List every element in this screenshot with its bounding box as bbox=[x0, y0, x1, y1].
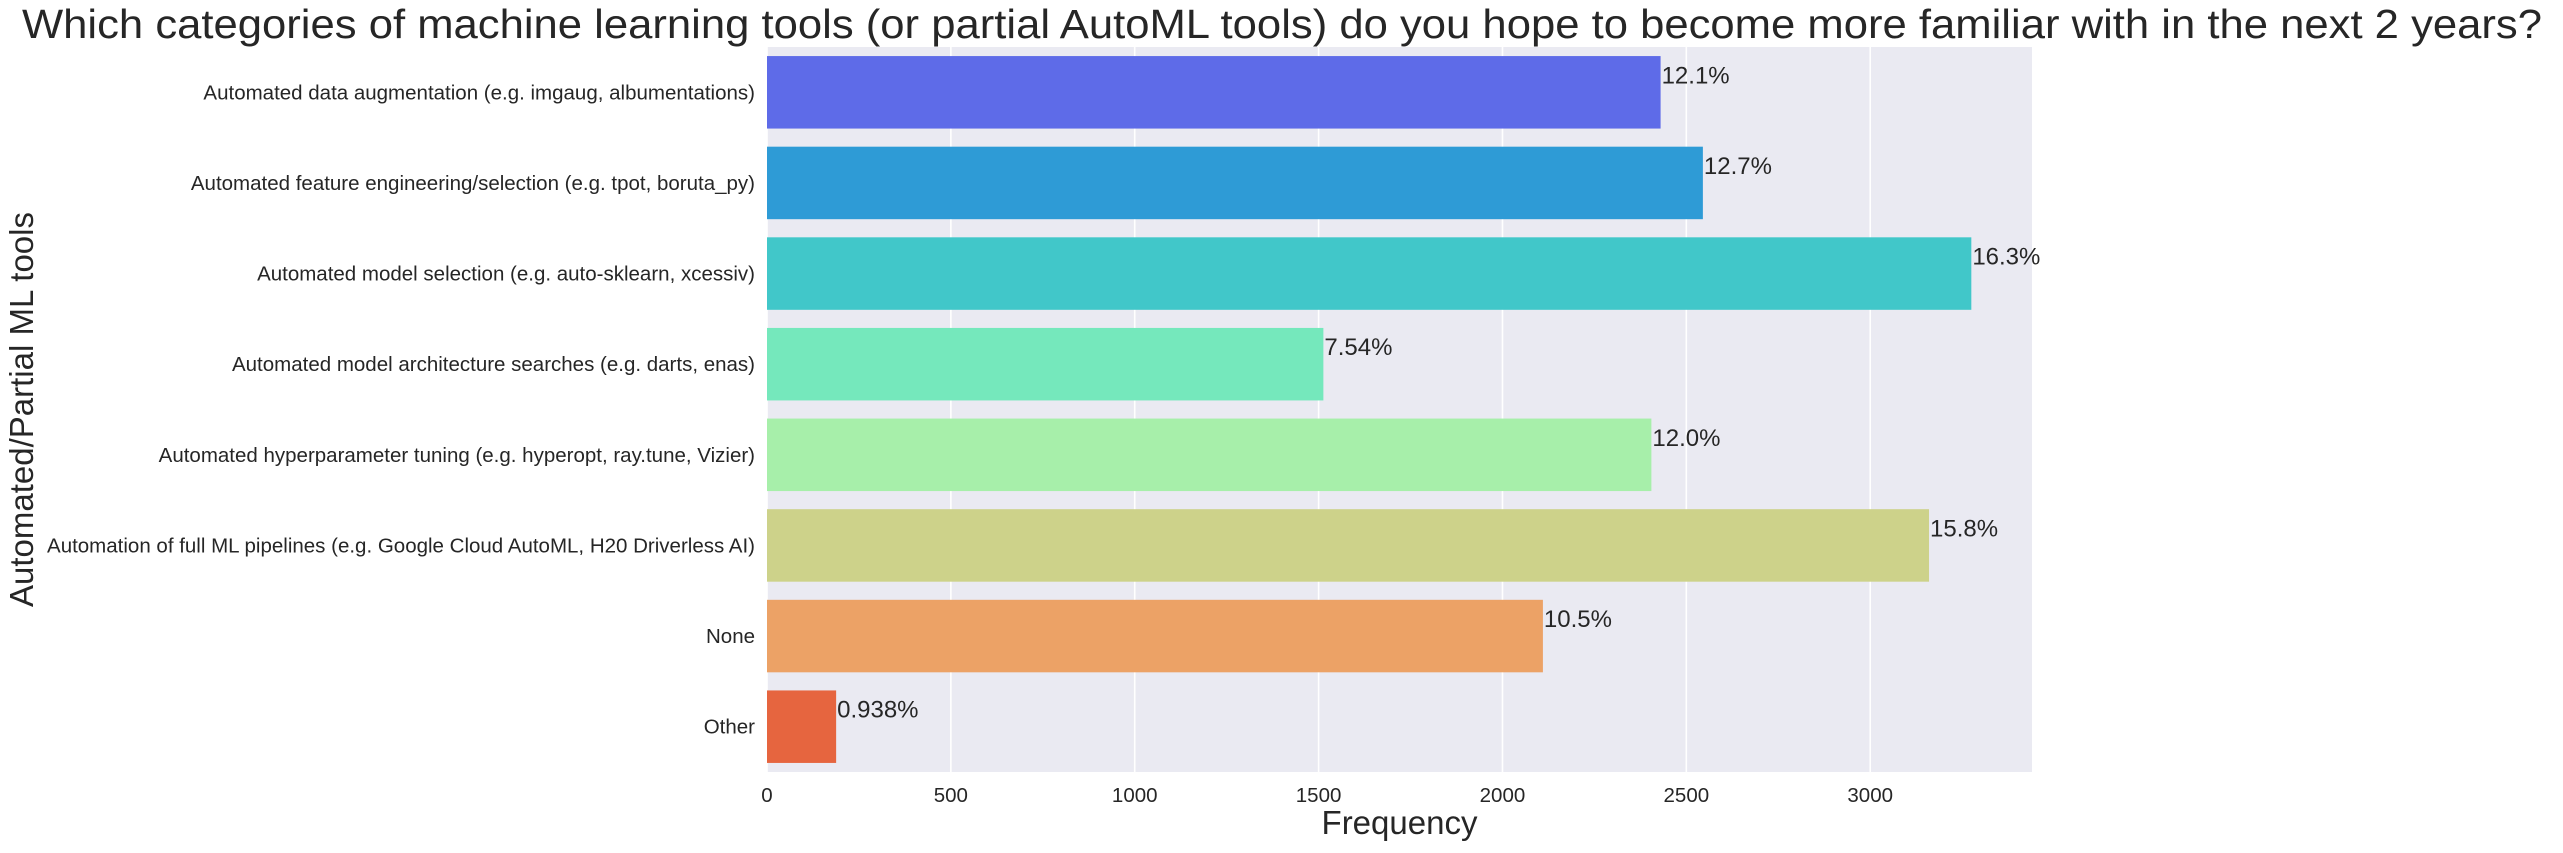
bar bbox=[767, 509, 1930, 582]
bar bbox=[767, 418, 1652, 492]
bar-value-label: 7.54% bbox=[1324, 334, 1392, 361]
bar bbox=[767, 690, 837, 763]
bar-value-labels: 12.1% 12.7% 16.3% 7.54% 12.0% 15.8% 10.5% 0.938… bbox=[837, 62, 2040, 723]
bar-value-label: 10.5% bbox=[1544, 606, 1612, 633]
chart-title: Which categories of machine learning too… bbox=[22, 1, 2542, 47]
x-tick-label: 1000 bbox=[1112, 784, 1158, 807]
bar-value-label: 12.0% bbox=[1652, 425, 1720, 452]
y-tick-label: Automated data augmentation (e.g. imgaug… bbox=[203, 81, 755, 104]
bar-value-label: 15.8% bbox=[1930, 515, 1998, 542]
y-tick-label: Automated model architecture searches (e… bbox=[232, 353, 755, 376]
y-tick-label: Automation of full ML pipelines (e.g. Go… bbox=[47, 534, 755, 557]
bar-value-label: 0.938% bbox=[837, 697, 918, 724]
y-tick-label: None bbox=[706, 625, 755, 648]
y-tick-label: Other bbox=[704, 716, 755, 739]
x-tick-label: 2000 bbox=[1480, 784, 1526, 807]
x-tick-label: 0 bbox=[761, 784, 772, 807]
y-tick-label: Automated hyperparameter tuning (e.g. hy… bbox=[159, 444, 755, 467]
bar-value-label: 12.7% bbox=[1704, 153, 1772, 180]
bars bbox=[767, 56, 1972, 763]
x-tick-label: 2500 bbox=[1664, 784, 1710, 807]
y-tick-labels: Automated data augmentation (e.g. imgaug… bbox=[47, 81, 755, 738]
x-axis-label: Frequency bbox=[1322, 804, 1478, 841]
y-tick-label: Automated model selection (e.g. auto-skl… bbox=[257, 263, 755, 286]
y-tick-label: Automated feature engineering/selection … bbox=[191, 172, 755, 195]
bar-value-label: 16.3% bbox=[1972, 244, 2040, 271]
bar bbox=[767, 327, 1324, 401]
bar bbox=[767, 237, 1972, 310]
y-axis-label: Automated/Partial ML tools bbox=[3, 212, 40, 607]
bar bbox=[767, 146, 1703, 220]
x-tick-label: 1500 bbox=[1296, 784, 1342, 807]
bar-value-label: 12.1% bbox=[1662, 62, 1730, 89]
x-tick-label: 500 bbox=[934, 784, 968, 807]
bar bbox=[767, 56, 1661, 129]
bar bbox=[767, 599, 1543, 673]
x-tick-labels: 0 500 1000 1500 2000 2500 3000 bbox=[761, 784, 1893, 807]
x-tick-label: 3000 bbox=[1847, 784, 1893, 807]
